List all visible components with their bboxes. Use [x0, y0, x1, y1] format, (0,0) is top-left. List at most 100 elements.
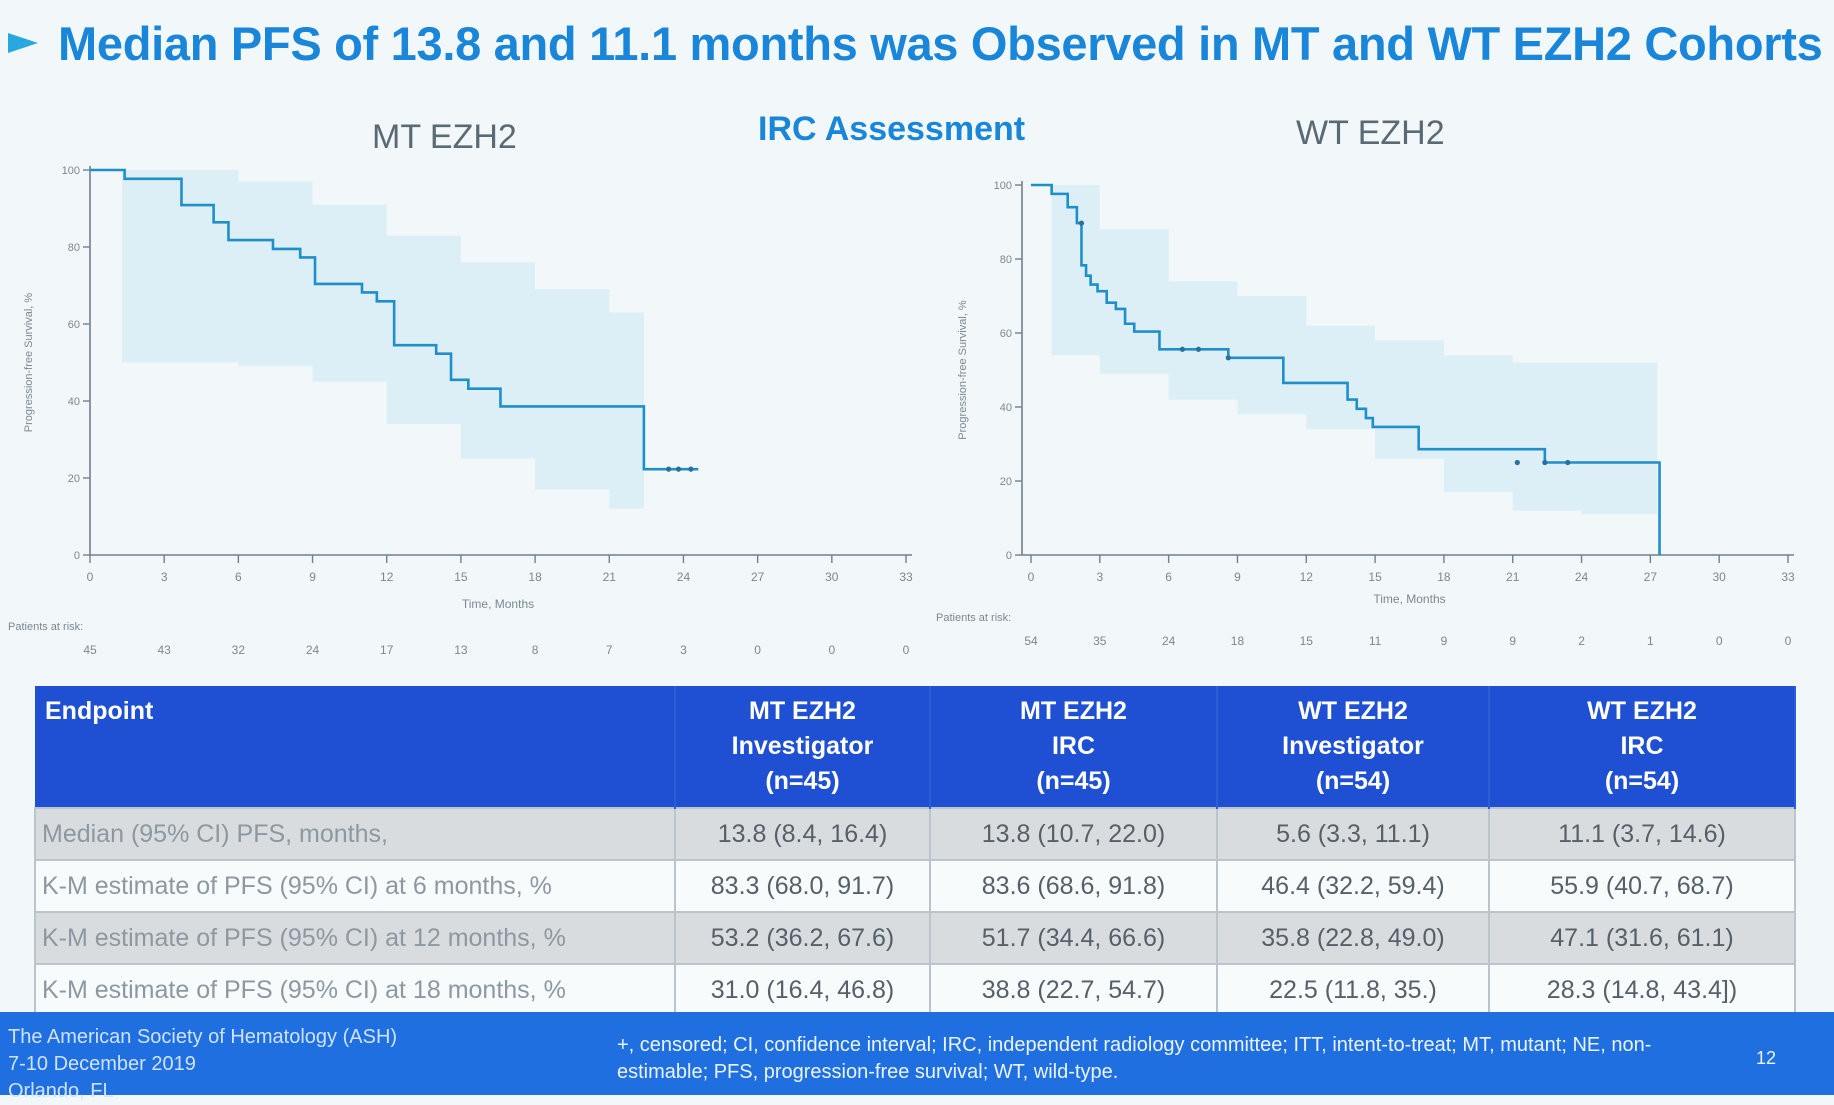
- mt-x-tick-label: 30: [825, 570, 839, 584]
- wt-risk-count: 18: [1231, 634, 1245, 648]
- mt-y-tick-label: 20: [68, 473, 80, 485]
- table-cell: 46.4 (32.2, 59.4): [1216, 859, 1490, 913]
- mt-ci-band: [122, 170, 644, 517]
- mt-y-tick-label: 0: [74, 550, 80, 562]
- mt-x-tick-label: 33: [899, 570, 913, 584]
- slide-title: Median PFS of 13.8 and 11.1 months was O…: [58, 17, 1823, 70]
- wt-ci-band: [1051, 185, 1658, 518]
- table-cell: 83.3 (68.0, 91.7): [674, 859, 931, 913]
- table-cell: 11.1 (3.7, 14.6): [1488, 807, 1796, 861]
- wt-censor-mark: [1565, 459, 1571, 466]
- header-line: Investigator: [1282, 732, 1424, 760]
- mt-x-tick-label: 15: [454, 570, 468, 584]
- endpoint-label: Median (95% CI) PFS, months,: [34, 807, 676, 861]
- header-line: IRC: [1620, 732, 1664, 760]
- mt-y-axis-title: Progression-free Survival, %: [23, 293, 35, 433]
- table-row: K-M estimate of PFS (95% CI) at 18 month…: [34, 963, 1796, 1017]
- mt-x-tick-label: 27: [751, 570, 765, 584]
- mt-x-tick-label: 6: [235, 570, 242, 584]
- table-cell: 13.8 (8.4, 16.4): [674, 807, 931, 861]
- wt-risk-label: Patients at risk:: [936, 612, 1011, 624]
- wt-y-tick-label: 20: [1000, 476, 1012, 488]
- mt-chart-title: MT EZH2: [372, 118, 517, 156]
- table-header-row: Endpoint MT EZH2 Investigator (n=45) MT …: [35, 686, 1796, 808]
- wt-y-tick-label: 80: [1000, 254, 1012, 266]
- endpoint-label: K-M estimate of PFS (95% CI) at 12 month…: [34, 911, 676, 965]
- wt-y-tick-label: 0: [1006, 550, 1012, 562]
- abbreviations-note: +, censored; CI, confidence interval; IR…: [617, 1034, 1652, 1083]
- society-name: The American Society of Hematology (ASH): [8, 1026, 398, 1048]
- wt-risk-count: 11: [1369, 634, 1382, 648]
- table-cell: 83.6 (68.6, 91.8): [929, 859, 1218, 913]
- wt-censor-mark: [1195, 346, 1202, 352]
- table-cell: 53.2 (36.2, 67.6): [674, 911, 931, 965]
- wt-x-tick-label: 15: [1368, 570, 1382, 584]
- footer-bar: The American Society of Hematology (ASH)…: [0, 1012, 1834, 1102]
- mt-risk-count: 13: [454, 643, 468, 657]
- wt-x-axis-title: Time, Months: [1373, 592, 1445, 606]
- wt-x-tick-label: 12: [1300, 570, 1314, 584]
- wt-risk-count: 15: [1300, 634, 1314, 648]
- table-cell: 51.7 (34.4, 66.6): [929, 911, 1218, 965]
- wt-x-tick-label: 30: [1713, 570, 1727, 584]
- header-line: IRC: [1051, 732, 1096, 760]
- table-row: K-M estimate of PFS (95% CI) at 6 months…: [34, 859, 1796, 913]
- wt-x-tick-label: 21: [1506, 570, 1520, 584]
- endpoint-label: K-M estimate of PFS (95% CI) at 6 months…: [34, 859, 676, 913]
- wt-x-tick-label: 0: [1028, 570, 1035, 584]
- endpoint-label: K-M estimate of PFS (95% CI) at 18 month…: [34, 963, 676, 1017]
- wt-risk-count: 24: [1162, 634, 1176, 648]
- wt-censor-mark: [1514, 459, 1520, 466]
- header-mt-investigator: MT EZH2 Investigator (n=45): [675, 686, 931, 808]
- mt-x-tick-label: 24: [677, 570, 691, 584]
- mt-y-tick-label: 80: [68, 242, 80, 254]
- header-line: (n=45): [765, 767, 840, 795]
- table-cell: 28.3 (14.8, 43.4]): [1488, 963, 1796, 1017]
- table-row: Median (95% CI) PFS, months, 13.8 (8.4, …: [34, 807, 1796, 861]
- header-line: (n=54): [1604, 767, 1680, 795]
- mt-km-curve: [90, 168, 699, 471]
- mt-x-tick-label: 9: [309, 570, 316, 584]
- wt-censor-mark: [1225, 355, 1231, 361]
- table-cell: 31.0 (16.4, 46.8): [674, 963, 931, 1017]
- header-line: WT EZH2: [1587, 697, 1697, 725]
- wt-risk-count: 0: [1785, 634, 1792, 648]
- mt-risk-count: 17: [380, 643, 394, 657]
- mt-y-tick-label: 100: [62, 165, 80, 177]
- wt-x-tick-label: 24: [1575, 570, 1589, 584]
- wt-chart-title: WT EZH2: [1296, 114, 1445, 152]
- wt-risk-count: 2: [1578, 634, 1585, 648]
- mt-risk-count: 43: [158, 643, 172, 657]
- mt-x-tick-label: 21: [603, 570, 617, 584]
- wt-km-curve: [1031, 183, 1661, 555]
- wt-x-tick-label: 3: [1096, 570, 1103, 584]
- mt-risk-count: 0: [828, 643, 835, 657]
- header-line: MT EZH2: [1020, 697, 1127, 725]
- header-line: MT EZH2: [749, 697, 856, 725]
- wt-risk-count: 0: [1716, 634, 1723, 648]
- irc-assessment-label: IRC Assessment: [758, 110, 1026, 148]
- mt-risk-count: 7: [606, 643, 613, 657]
- wt-risk-count: 9: [1509, 634, 1516, 648]
- mt-risk-count: 3: [680, 643, 687, 657]
- header-line: (n=54): [1315, 767, 1391, 795]
- header-mt-irc: MT EZH2 IRC (n=45): [930, 686, 1218, 808]
- meeting-dates: 7-10 December 2019: [8, 1053, 196, 1075]
- mt-x-tick-label: 12: [380, 570, 394, 584]
- title-arrow-icon: [8, 33, 38, 53]
- table-cell: 13.8 (10.7, 22.0): [929, 807, 1218, 861]
- mt-risk-label: Patients at risk:: [8, 621, 83, 633]
- header-wt-investigator: WT EZH2 Investigator (n=54): [1217, 686, 1490, 808]
- wt-x-tick-label: 18: [1437, 570, 1451, 584]
- mt-censor-mark: [666, 466, 672, 472]
- wt-y-axis-title: Progression-free Survival, %: [957, 300, 969, 440]
- header-line: (n=45): [1036, 767, 1111, 795]
- footer-society: The American Society of Hematology (ASH)…: [8, 1024, 397, 1105]
- wt-x-tick-label: 9: [1234, 570, 1241, 584]
- mt-risk-count: 45: [83, 643, 97, 657]
- mt-risk-count: 0: [903, 643, 910, 657]
- header-line: Investigator: [731, 732, 874, 760]
- wt-risk-count: 9: [1441, 634, 1448, 648]
- wt-censor-mark: [1179, 346, 1185, 352]
- mt-risk-count: 0: [754, 643, 761, 657]
